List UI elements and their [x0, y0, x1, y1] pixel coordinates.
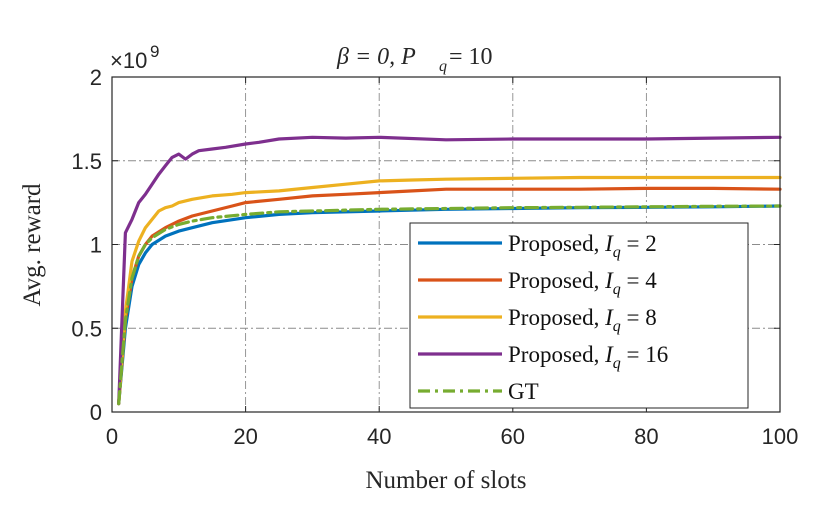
x-tick-label: 40	[367, 424, 391, 449]
chart-title: β = 0, P q = 10	[336, 44, 493, 75]
axis-ticks: 0 20 40 60 80 100 0 0.5 1 1.5 2	[71, 65, 798, 449]
y-tick-label: 0	[90, 400, 102, 425]
y-tick-label: 0.5	[71, 316, 102, 341]
series-line	[117, 204, 782, 406]
y-exponent-power: 9	[150, 42, 159, 61]
title-tail: = 10	[449, 44, 493, 70]
series-line	[117, 175, 782, 406]
legend-label: Proposed, Iq = 4	[508, 268, 657, 298]
x-tick-label: 20	[233, 424, 257, 449]
series-line	[117, 135, 782, 406]
x-tick-label: 80	[634, 424, 658, 449]
y-exponent-base: ×10	[110, 48, 147, 73]
legend: Proposed, Iq = 2 Proposed, Iq = 4 Proposed…	[409, 222, 749, 409]
series-layer	[117, 135, 782, 406]
legend-label: GT	[508, 379, 539, 404]
title-subscript: q	[439, 58, 447, 75]
y-tick-label: 1.5	[71, 149, 102, 174]
title-main: β = 0, P	[336, 44, 416, 70]
y-tick-label: 1	[90, 233, 102, 258]
y-axis-label: Avg. reward	[19, 183, 46, 307]
legend-label: Proposed, Iq = 8	[508, 305, 657, 335]
x-tick-label: 100	[762, 424, 799, 449]
legend-label: Proposed, Iq = 16	[508, 342, 668, 372]
x-tick-label: 60	[501, 424, 525, 449]
y-exponent: ×10 9	[110, 42, 159, 73]
x-tick-label: 0	[106, 424, 118, 449]
legend-label: Proposed, Iq = 2	[508, 231, 657, 261]
x-axis-label: Number of slots	[365, 467, 526, 494]
y-tick-label: 2	[90, 65, 102, 90]
